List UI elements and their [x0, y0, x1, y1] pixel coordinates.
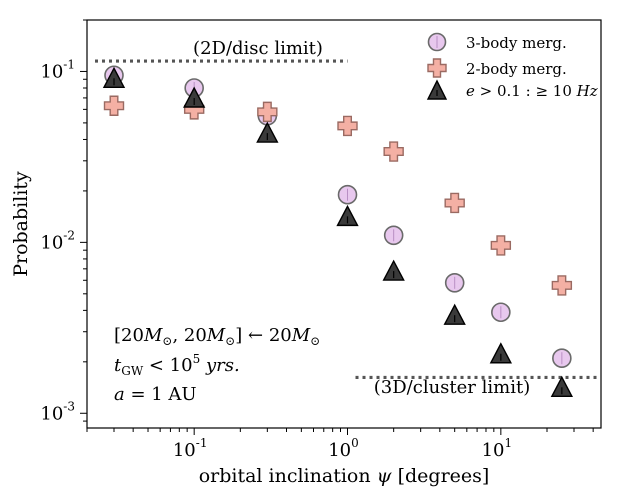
x-tick-label: 100 — [328, 436, 359, 461]
point-ecc — [382, 259, 405, 281]
legend-label-ecc: e > 0.1 : ≥ 10 Hz — [466, 82, 598, 100]
cluster-limit-label: (3D/cluster limit) — [374, 377, 530, 398]
point-ecc — [550, 375, 574, 397]
annotation-line-2: tGW < 105 yrs. — [114, 352, 240, 378]
y-tick-label: 10-1 — [40, 57, 75, 82]
y-tick-label: 10-2 — [40, 228, 75, 253]
legend-marker-2body — [427, 58, 447, 78]
legend-label-2body: 2-body merg. — [466, 60, 567, 78]
point-ecc — [256, 121, 279, 143]
x-tick-label: 101 — [482, 436, 513, 461]
point-ecc — [102, 66, 126, 88]
y-axis-title: Probability — [10, 171, 32, 277]
annotation-line-3: a = 1 AU — [114, 384, 197, 405]
legend-plus-shape — [427, 58, 447, 78]
annotation-line-1: [20M⊙, 20M⊙] ← 20M⊙ — [114, 325, 320, 348]
axis-ticks: 10-1 100 101 10-3 10-2 10-1 — [40, 19, 594, 461]
point-2body — [551, 275, 573, 296]
y-tick-label: 10-3 — [40, 399, 75, 424]
annotation: [20M⊙, 20M⊙] ← 20M⊙ tGW < 105 yrs. a = 1… — [114, 325, 320, 405]
point-2body — [257, 101, 278, 123]
point-ecc — [183, 86, 206, 108]
point-ecc — [336, 204, 359, 227]
x-tick-label: 10-1 — [173, 436, 208, 461]
point-2body — [490, 235, 512, 256]
legend-label-3body: 3-body merg. — [466, 34, 567, 52]
point-2body — [337, 115, 358, 137]
data-markers — [102, 65, 574, 397]
point-2body — [444, 192, 465, 214]
point-2body — [103, 95, 125, 116]
point-ecc — [489, 342, 513, 364]
point-2body — [383, 141, 404, 162]
point-ecc — [443, 303, 466, 325]
x-axis-title: orbital inclination ψ [degrees] — [199, 465, 490, 487]
legend: 3-body merg. 2-body merg. e > 0.1 : ≥ 10… — [426, 32, 598, 100]
plot-frame — [86, 19, 602, 429]
disc-limit-label: (2D/disc limit) — [193, 38, 323, 59]
